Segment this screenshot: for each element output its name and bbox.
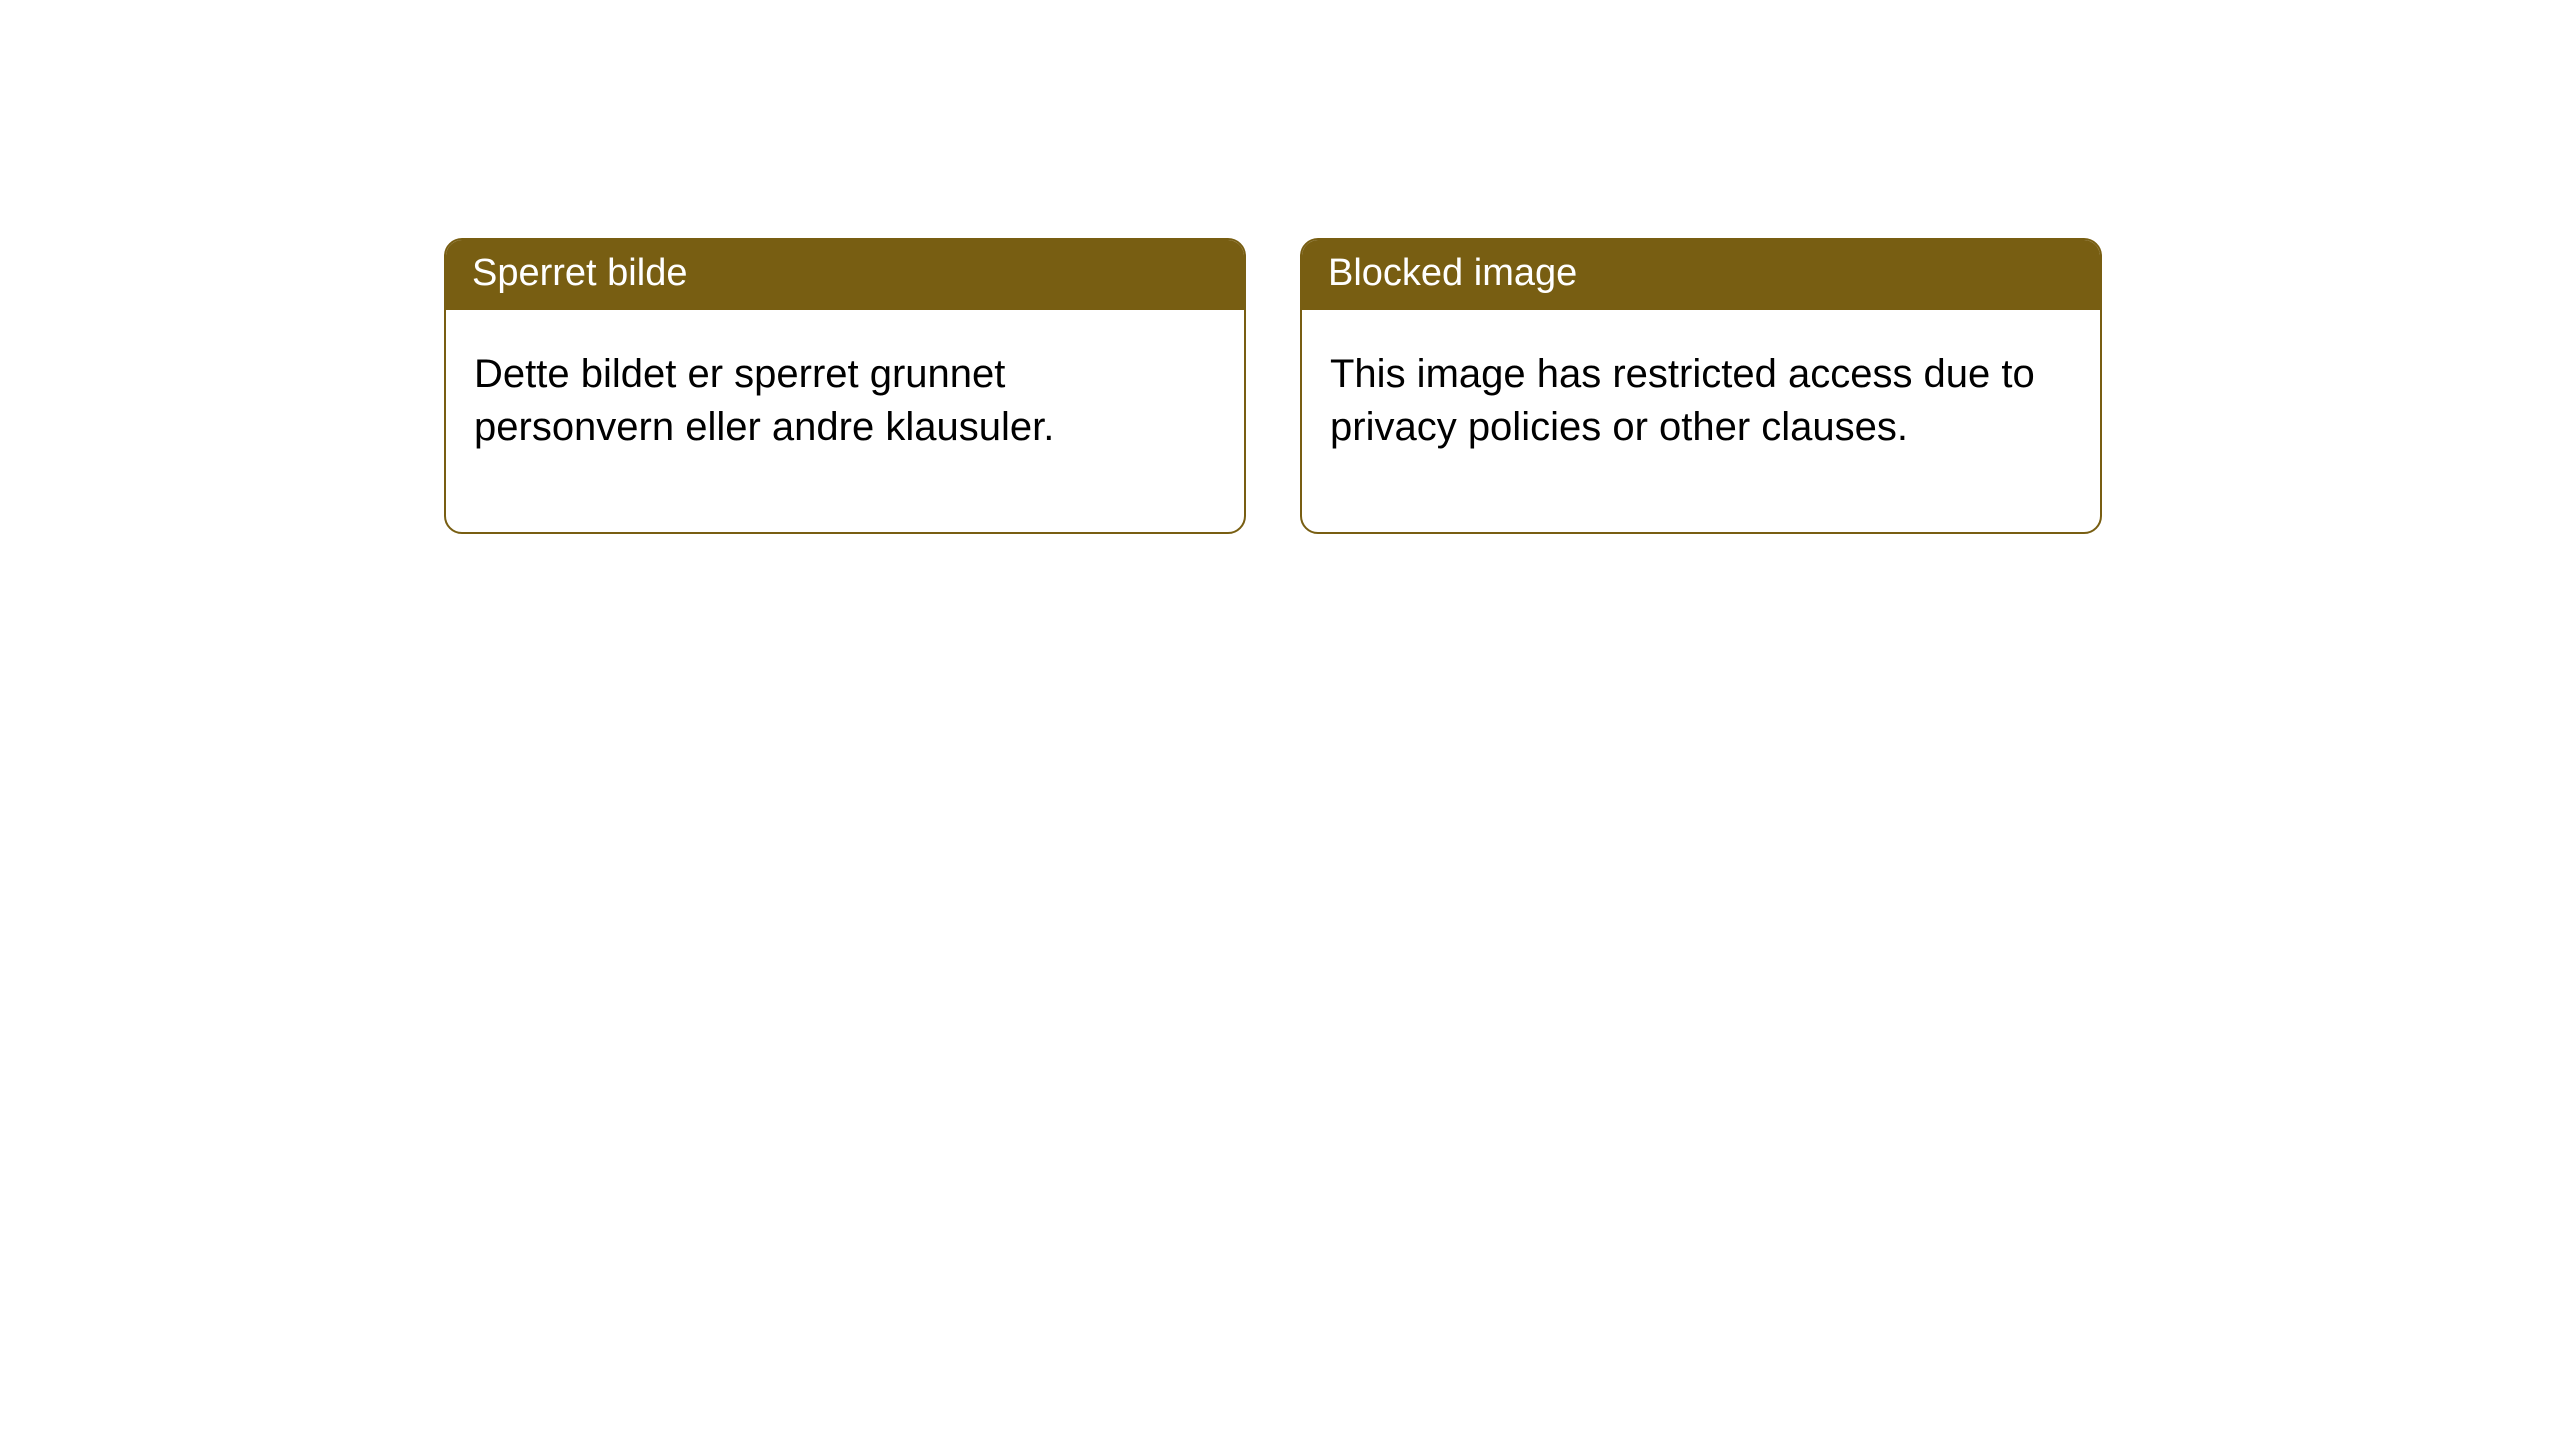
notice-container: Sperret bilde Dette bildet er sperret gr… <box>444 238 2102 534</box>
notice-body-text: Dette bildet er sperret grunnet personve… <box>474 352 1054 449</box>
notice-header: Sperret bilde <box>446 240 1244 310</box>
notice-title: Blocked image <box>1328 252 1577 294</box>
notice-card-english: Blocked image This image has restricted … <box>1300 238 2102 534</box>
notice-title: Sperret bilde <box>472 252 687 294</box>
notice-card-norwegian: Sperret bilde Dette bildet er sperret gr… <box>444 238 1246 534</box>
notice-header: Blocked image <box>1302 240 2100 310</box>
notice-body: This image has restricted access due to … <box>1302 310 2100 532</box>
notice-body: Dette bildet er sperret grunnet personve… <box>446 310 1244 532</box>
notice-body-text: This image has restricted access due to … <box>1330 352 2035 449</box>
